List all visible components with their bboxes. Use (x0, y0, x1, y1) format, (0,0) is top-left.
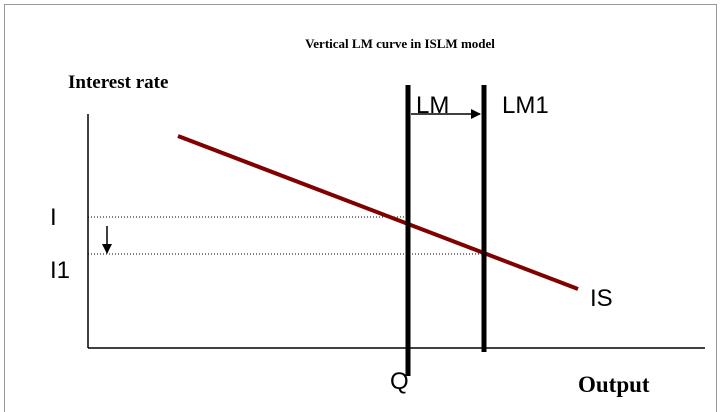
y-axis-label: Interest rate (68, 72, 168, 93)
frame (4, 4, 717, 412)
lm-label: LM (416, 92, 449, 119)
x-axis-label: Output (578, 372, 650, 397)
i-label: I (50, 204, 57, 231)
is-curve (177, 134, 579, 291)
i1-label: I1 (50, 257, 70, 284)
q-label: Q (390, 368, 409, 395)
lm1-label: LM1 (502, 92, 549, 119)
is-label: IS (590, 285, 613, 312)
title: Vertical LM curve in ISLM model (305, 36, 495, 51)
